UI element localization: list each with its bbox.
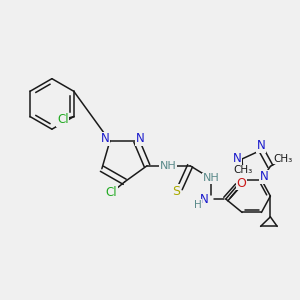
Text: N: N xyxy=(256,139,265,152)
Text: Cl: Cl xyxy=(106,186,118,199)
Text: Cl: Cl xyxy=(57,113,69,126)
Text: CH₃: CH₃ xyxy=(233,165,252,175)
Text: CH₃: CH₃ xyxy=(273,154,292,164)
Text: H: H xyxy=(194,200,201,210)
Text: N: N xyxy=(101,132,110,145)
Text: NH: NH xyxy=(160,161,176,171)
Text: S: S xyxy=(172,185,180,198)
Text: O: O xyxy=(236,177,246,190)
Text: N: N xyxy=(200,193,209,206)
Text: N: N xyxy=(260,170,268,183)
Text: NH: NH xyxy=(202,173,219,183)
Text: N: N xyxy=(232,152,241,165)
Text: N: N xyxy=(136,132,145,145)
